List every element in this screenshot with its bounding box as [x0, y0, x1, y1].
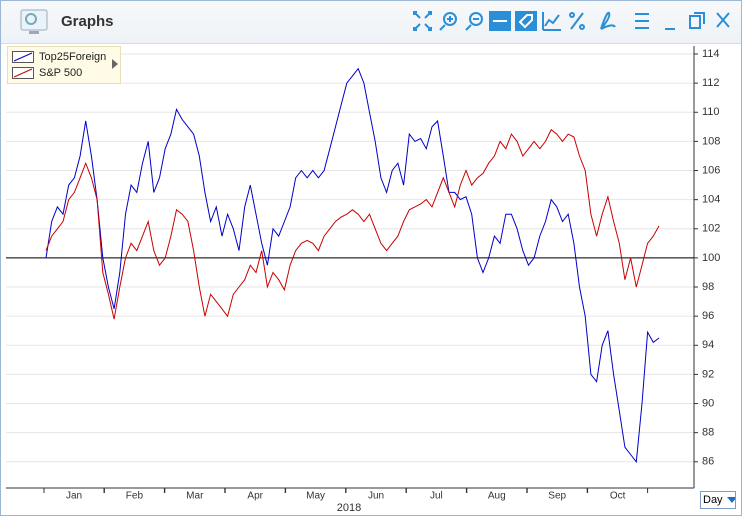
legend-swatch	[12, 67, 34, 79]
y-tick-label: 90	[702, 397, 714, 409]
y-tick-label: 88	[702, 427, 714, 439]
legend-toggle[interactable]	[112, 59, 118, 69]
y-tick-label: 96	[702, 310, 714, 322]
toolbar	[20, 9, 730, 34]
title-bar: Graphs	[1, 1, 741, 44]
x-tick-label: May	[306, 491, 325, 502]
dropdown-arrow	[726, 497, 735, 503]
x-tick-label: Feb	[126, 491, 144, 502]
app-icon	[20, 9, 48, 34]
y-tick-label: 104	[702, 194, 720, 206]
x-axis-label: 2018	[337, 502, 361, 514]
series-line	[45, 67, 660, 464]
legend-item: S&P 500	[12, 66, 82, 80]
series-line	[45, 128, 660, 320]
x-tick-label: Oct	[610, 491, 626, 502]
x-tick-label: Aug	[488, 491, 506, 502]
fullscreen-button[interactable]	[413, 11, 432, 31]
percent-button[interactable]	[569, 12, 585, 30]
x-tick-label: Sep	[548, 491, 566, 502]
x-tick-label: Apr	[247, 491, 263, 502]
pdf-button[interactable]	[600, 11, 616, 30]
period-dropdown[interactable]: Day	[700, 491, 736, 509]
y-tick-label: 114	[702, 48, 720, 60]
legend-label: Top25Foreign	[39, 51, 107, 63]
zoom-out-button[interactable]	[465, 12, 483, 31]
zoom-in-button[interactable]	[439, 12, 457, 31]
chart: 86 88 90 92 94 96 98 100 102 104 106 108 110 112 114 Ja…	[6, 46, 720, 514]
y-tick-label: 98	[702, 281, 714, 293]
pan-button[interactable]	[489, 11, 511, 31]
window-title: Graphs	[61, 13, 114, 30]
y-tick-label: 106	[702, 164, 720, 176]
restore-button[interactable]	[689, 12, 705, 29]
legend-swatch	[12, 51, 34, 63]
y-tick-label: 108	[702, 135, 720, 147]
y-tick-label: 102	[702, 223, 720, 235]
legend-item: Top25Foreign	[12, 50, 106, 64]
x-tick-label: Jun	[368, 491, 384, 502]
x-tick-label: Jul	[430, 491, 443, 502]
y-tick-label: 110	[702, 106, 720, 118]
tag-button[interactable]	[515, 11, 537, 31]
y-tick-label: 112	[702, 77, 720, 89]
menu-button[interactable]	[635, 13, 649, 29]
y-tick-label: 92	[702, 368, 714, 380]
legend-label: S&P 500	[39, 67, 83, 79]
x-tick-label: Jan	[66, 491, 82, 502]
y-tick-label: 100	[702, 252, 720, 264]
close-button[interactable]	[716, 12, 730, 28]
chart-type-button[interactable]	[542, 12, 561, 31]
period-label: Day	[703, 494, 723, 506]
x-tick-label: Mar	[186, 491, 204, 502]
legend: Top25Foreign S&P 500	[7, 46, 121, 84]
y-tick-label: 94	[702, 339, 714, 351]
y-tick-label: 86	[702, 456, 714, 468]
